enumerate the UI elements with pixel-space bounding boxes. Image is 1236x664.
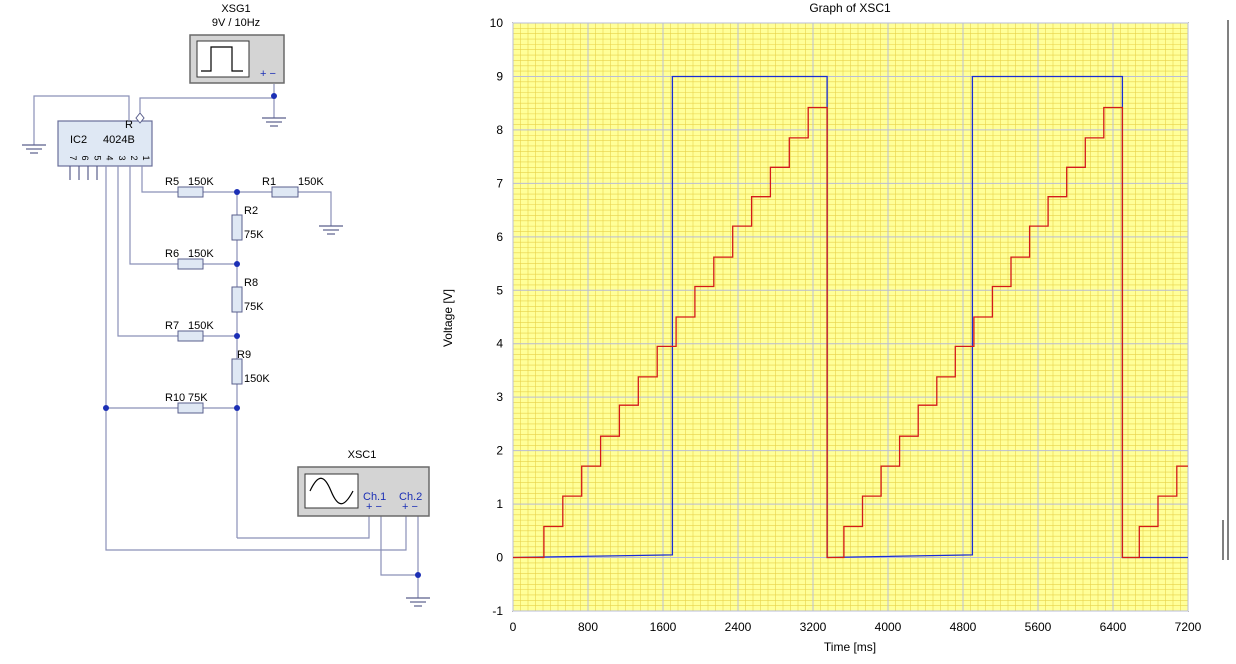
svg-text:150K: 150K bbox=[188, 320, 214, 332]
resistor-r9[interactable]: R10 75K bbox=[165, 392, 208, 414]
y-tick-label: 4 bbox=[496, 337, 503, 351]
generator-name: XSG1 bbox=[221, 3, 250, 15]
ic-pin-label: 6 bbox=[80, 155, 90, 160]
resistor-r10[interactable]: R9 150K bbox=[231, 349, 270, 385]
ic-part: 4024B bbox=[103, 134, 135, 146]
oscilloscope[interactable]: XSC1 Ch.1 Ch.2 + − + − bbox=[297, 449, 430, 517]
y-tick-label: 0 bbox=[496, 551, 503, 565]
svg-text:R2: R2 bbox=[244, 205, 258, 217]
svg-text:R7: R7 bbox=[165, 320, 179, 332]
resistor-r5[interactable]: R5 150K bbox=[165, 176, 214, 198]
ch2-terminals: + − bbox=[402, 501, 418, 513]
ground-icon bbox=[319, 225, 343, 235]
y-tick-label: 5 bbox=[496, 283, 503, 297]
resistor-r2[interactable]: R2 75K bbox=[231, 205, 264, 241]
resistor-r8[interactable]: R8 75K bbox=[231, 277, 264, 313]
ic-pin-label: 3 bbox=[117, 155, 127, 160]
ic-reset-pin: R bbox=[125, 119, 133, 131]
ic-pin-label: 4 bbox=[105, 155, 115, 160]
y-tick-label: 9 bbox=[496, 69, 503, 83]
plot-area[interactable] bbox=[512, 22, 1189, 612]
x-tick-label: 5600 bbox=[1025, 620, 1052, 634]
resistor-r1[interactable]: R1 150K bbox=[262, 176, 324, 198]
y-tick-label: 1 bbox=[496, 497, 503, 511]
svg-text:R10: R10 bbox=[165, 392, 185, 404]
chart-title: Graph of XSC1 bbox=[809, 1, 891, 15]
resistor-r6[interactable]: R6 150K bbox=[165, 248, 214, 270]
function-generator[interactable]: XSG1 9V / 10Hz + − bbox=[189, 3, 285, 84]
ch2-label: Ch.2 bbox=[399, 491, 422, 503]
ic-pin-label: 7 bbox=[68, 155, 78, 160]
generator-spec: 9V / 10Hz bbox=[212, 17, 260, 29]
x-tick-label: 800 bbox=[578, 620, 598, 634]
y-tick-label: 8 bbox=[496, 123, 503, 137]
svg-text:150K: 150K bbox=[188, 248, 214, 260]
y-tick-label: 10 bbox=[490, 16, 504, 30]
generator-terminals: + − bbox=[260, 68, 276, 80]
ch1-terminals: + − bbox=[366, 501, 382, 513]
x-tick-label: 0 bbox=[510, 620, 517, 634]
ground-icon bbox=[406, 597, 430, 607]
svg-text:R5: R5 bbox=[165, 176, 179, 188]
svg-text:75K: 75K bbox=[244, 301, 264, 313]
y-tick-label: 7 bbox=[496, 176, 503, 190]
ground-icon bbox=[22, 144, 46, 154]
x-tick-label: 4800 bbox=[950, 620, 977, 634]
sine-wave-icon bbox=[309, 477, 354, 505]
ch1-label: Ch.1 bbox=[363, 491, 386, 503]
x-tick-label: 2400 bbox=[725, 620, 752, 634]
y-tick-label: 3 bbox=[496, 390, 503, 404]
x-tick-label: 4000 bbox=[875, 620, 902, 634]
svg-text:75K: 75K bbox=[188, 392, 208, 404]
square-wave-icon bbox=[201, 46, 243, 72]
svg-text:150K: 150K bbox=[188, 176, 214, 188]
ic-pin-label: 2 bbox=[129, 155, 139, 160]
x-tick-label: 3200 bbox=[800, 620, 827, 634]
x-tick-label: 1600 bbox=[650, 620, 677, 634]
svg-text:R8: R8 bbox=[244, 277, 258, 289]
svg-text:R9: R9 bbox=[237, 349, 251, 361]
ic-pin-label: 1 bbox=[141, 155, 151, 160]
svg-text:R6: R6 bbox=[165, 248, 179, 260]
y-tick-label: -1 bbox=[492, 604, 503, 618]
svg-text:R1: R1 bbox=[262, 176, 276, 188]
svg-text:150K: 150K bbox=[244, 373, 270, 385]
x-axis-label: Time [ms] bbox=[824, 640, 876, 654]
ic-ref: IC2 bbox=[70, 134, 87, 146]
svg-text:150K: 150K bbox=[298, 176, 324, 188]
x-tick-label: 6400 bbox=[1100, 620, 1127, 634]
x-tick-label: 7200 bbox=[1175, 620, 1202, 634]
y-tick-label: 2 bbox=[496, 444, 503, 458]
ground-icon bbox=[262, 117, 286, 127]
resistor-r7[interactable]: R7 150K bbox=[165, 320, 214, 342]
oscilloscope-name: XSC1 bbox=[348, 449, 377, 461]
y-tick-label: 6 bbox=[496, 230, 503, 244]
svg-text:75K: 75K bbox=[244, 229, 264, 241]
ic-pin-label: 5 bbox=[92, 155, 102, 160]
